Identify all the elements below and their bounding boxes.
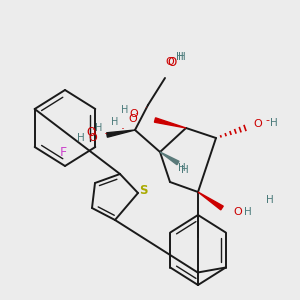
Text: H: H — [77, 133, 85, 143]
Text: O: O — [167, 56, 177, 68]
Text: H: H — [178, 163, 186, 173]
Text: O: O — [128, 114, 137, 124]
Text: ·: · — [104, 128, 108, 142]
Text: H: H — [266, 195, 274, 205]
Text: O: O — [87, 127, 96, 140]
Text: H: H — [181, 165, 189, 175]
Text: H: H — [176, 52, 184, 62]
Text: H: H — [270, 118, 278, 128]
Text: H: H — [121, 105, 128, 115]
Text: H: H — [94, 123, 102, 133]
Text: O: O — [234, 207, 242, 217]
Text: H: H — [111, 117, 118, 127]
Text: O: O — [166, 57, 174, 67]
Text: F: F — [59, 146, 67, 158]
Text: ·: · — [144, 104, 146, 113]
Text: H: H — [178, 52, 186, 62]
Text: H: H — [244, 207, 252, 217]
Text: ·: · — [135, 109, 139, 122]
Polygon shape — [198, 192, 223, 210]
Polygon shape — [106, 130, 135, 137]
Text: ·: · — [121, 124, 125, 136]
Text: O: O — [254, 119, 262, 129]
Polygon shape — [160, 152, 179, 165]
Text: ·: · — [91, 127, 93, 136]
Text: -: - — [265, 115, 269, 125]
Text: O: O — [88, 133, 97, 143]
Polygon shape — [154, 118, 186, 128]
Text: O: O — [129, 109, 138, 119]
Text: S: S — [139, 184, 147, 197]
